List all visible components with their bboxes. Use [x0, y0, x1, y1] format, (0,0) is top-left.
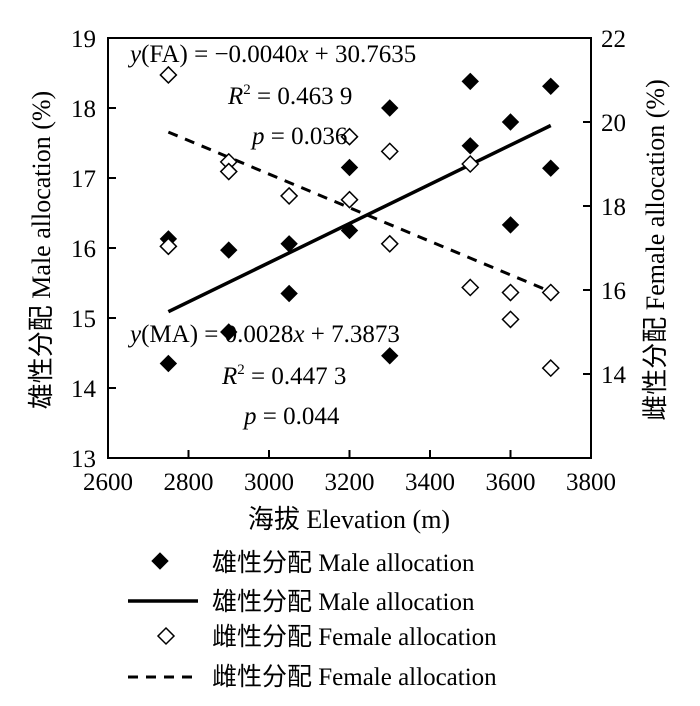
male-data-point — [220, 241, 238, 259]
legend-female-point-marker — [156, 626, 176, 646]
y-left-tick-label: 15 — [71, 306, 96, 333]
male-data-point — [381, 347, 399, 365]
x-axis-ticks: 2600 2800 3000 3200 3400 3600 3800 — [83, 450, 616, 496]
y-left-tick-label: 16 — [71, 236, 96, 263]
female-data-point — [340, 127, 359, 146]
legend-male-point-marker — [151, 552, 169, 570]
fa-r-squared: R2 = 0.463 9 — [227, 82, 352, 110]
ma-r-squared: R2 = 0.447 3 — [221, 362, 346, 390]
male-data-point — [381, 99, 399, 117]
fa-equation: y(FA) = −0.0040x + 30.7635 — [127, 41, 416, 68]
y-left-tick-label: 19 — [71, 26, 96, 53]
male-data-point — [340, 158, 359, 177]
y-right-tick-label: 20 — [601, 110, 626, 137]
legend-male-point-label: 雄性分配 Male allocation — [212, 549, 475, 577]
female-data-point — [380, 234, 399, 253]
male-data-point — [280, 235, 298, 253]
x-tick-label: 3200 — [325, 469, 375, 496]
female-data-point — [461, 154, 480, 174]
legend-female-point-label: 雌性分配 Female allocation — [212, 623, 497, 651]
ma-p-value: p = 0.044 — [242, 403, 340, 430]
x-tick-label: 3600 — [486, 469, 536, 496]
male-data-point — [280, 284, 298, 303]
female-data-point — [340, 190, 359, 209]
legend-male-line-label: 雄性分配 Male allocation — [212, 588, 475, 616]
y-right-tick-label: 14 — [601, 362, 627, 389]
female-trend-line — [167, 130, 552, 294]
male-trend-line — [167, 123, 552, 314]
male-data-point — [340, 221, 359, 240]
x-tick-label: 2800 — [164, 469, 214, 496]
y-left-tick-label: 13 — [71, 446, 96, 473]
male-data-point — [461, 72, 479, 91]
y-left-axis-title: 雄性分配 Male allocation (%) — [27, 91, 56, 409]
male-data-point — [159, 354, 178, 373]
y-left-axis-ticks: 13 14 15 16 17 18 19 — [71, 26, 116, 473]
legend: 雄性分配 Male allocation 雄性分配 Male allocatio… — [128, 549, 497, 691]
female-data-point — [541, 359, 560, 378]
fa-p-value: p = 0.036 — [250, 123, 347, 150]
ma-equation: y(MA) = 0.0028x + 7.3873 — [127, 321, 400, 348]
x-tick-label: 3400 — [405, 469, 455, 496]
y-right-axis-ticks: 14 16 18 20 22 — [583, 26, 627, 389]
y-left-tick-label: 17 — [71, 166, 96, 193]
female-data-point — [501, 310, 520, 329]
x-tick-label: 3000 — [244, 469, 294, 496]
female-data-point — [501, 283, 520, 302]
y-right-tick-label: 18 — [601, 194, 626, 221]
legend-female-line-label: 雌性分配 Female allocation — [212, 663, 497, 691]
trend-lines — [167, 123, 552, 314]
male-data-point — [542, 77, 560, 96]
female-data-point — [380, 142, 399, 161]
y-left-tick-label: 14 — [71, 376, 97, 403]
male-data-point — [542, 159, 560, 177]
female-data-point — [159, 65, 178, 85]
x-tick-label: 2600 — [83, 469, 133, 496]
x-tick-label: 3800 — [566, 469, 616, 496]
female-data-point — [280, 186, 299, 205]
y-right-tick-label: 22 — [601, 26, 626, 53]
male-data-point — [220, 323, 238, 341]
y-left-tick-label: 18 — [71, 96, 96, 123]
data-points — [159, 65, 560, 378]
x-axis-title: 海拔 Elevation (m) — [248, 505, 450, 534]
male-data-point — [461, 137, 479, 155]
male-data-point — [501, 216, 520, 234]
female-data-point — [541, 283, 560, 302]
female-data-point — [159, 237, 178, 256]
female-data-point — [461, 278, 480, 297]
y-right-axis-title: 雌性分配 Female allocation (%) — [641, 79, 670, 421]
male-data-point — [501, 113, 520, 131]
female-data-point — [219, 162, 238, 181]
y-right-tick-label: 16 — [601, 278, 626, 305]
